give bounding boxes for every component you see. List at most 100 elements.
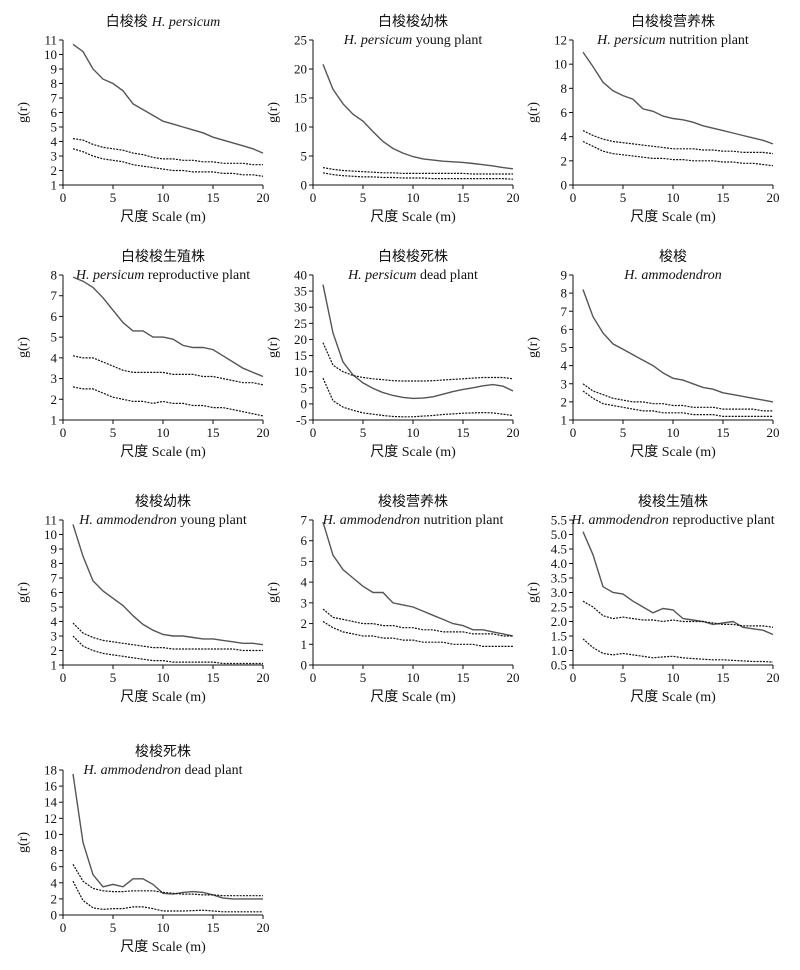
panel-title-part: 白梭梭死株	[378, 248, 448, 265]
y-axis-label: g(r)	[526, 102, 541, 123]
y-tick-label: 3	[51, 149, 58, 164]
panel-title: 梭梭	[659, 248, 687, 265]
y-tick-label: 14	[44, 795, 58, 810]
y-tick-label: 0	[301, 396, 308, 411]
y-tick-label: 0.5	[551, 658, 567, 673]
panel-title-part: 梭梭死株	[135, 743, 191, 760]
y-tick-label: 11	[44, 513, 57, 528]
x-tick-label: 10	[157, 920, 170, 935]
x-tick-label: 20	[767, 425, 780, 440]
x-tick-label: 15	[457, 190, 470, 205]
y-tick-label: 12	[554, 33, 567, 48]
y-tick-label: 3	[51, 371, 58, 386]
series-line-observed	[72, 43, 264, 154]
panel-title: 白梭梭营养株	[631, 13, 715, 30]
panel-subtitle-part: young plant	[412, 33, 482, 48]
series-line-observed	[322, 64, 514, 170]
y-tick-label: 4	[51, 614, 58, 629]
series-line-observed	[582, 51, 774, 145]
x-axis-label: 尺度 Scale (m)	[370, 689, 456, 705]
y-tick-label: 20	[294, 62, 307, 77]
x-tick-label: 10	[407, 425, 420, 440]
x-tick-label: 5	[360, 670, 367, 685]
panel-title-part: 梭梭幼株	[135, 493, 191, 510]
x-tick-label: 10	[667, 190, 680, 205]
y-tick-label: 25	[294, 316, 307, 331]
x-tick-label: 5	[110, 425, 117, 440]
y-tick-label: 1	[51, 658, 58, 673]
x-axis-label: 尺度 Scale (m)	[120, 209, 206, 225]
panel-subtitle-part: H. ammodendron	[623, 268, 721, 283]
panel-2: 白梭梭幼株 H. persicum young plant 0 5 10 15 20 25 0 5…	[266, 13, 520, 225]
series-line-observed	[72, 773, 263, 900]
y-tick-label: 35	[294, 284, 307, 299]
y-tick-label: 2	[51, 643, 58, 658]
series-line-upper	[322, 608, 513, 637]
x-axis-label: 尺度 Scale (m)	[370, 209, 456, 225]
y-tick-label: 5	[301, 149, 308, 164]
y-axis-label: g(r)	[266, 582, 281, 603]
series-line-upper	[322, 342, 514, 382]
y-axis-label: g(r)	[526, 337, 541, 358]
y-tick-label: 7	[561, 304, 568, 319]
y-tick-label: 4.5	[551, 542, 567, 557]
panel-9: 梭梭生殖株 H. ammodendron reproductive plant 0.…	[526, 493, 780, 705]
y-tick-label: 2.0	[551, 614, 567, 629]
y-tick-label: 2	[301, 616, 308, 631]
panel-title: 梭梭死株	[135, 743, 191, 760]
y-tick-label: 30	[294, 300, 307, 315]
y-tick-label: 8	[51, 843, 58, 858]
y-tick-label: 6	[561, 322, 568, 337]
x-tick-label: 10	[157, 670, 170, 685]
y-tick-label: 10	[294, 120, 307, 135]
y-tick-label: 8	[561, 81, 568, 96]
x-tick-label: 15	[457, 425, 470, 440]
series-line-observed	[72, 276, 264, 378]
y-tick-label: 8	[51, 268, 58, 283]
y-tick-label: 40	[294, 268, 307, 283]
series-line-upper	[582, 130, 774, 155]
y-tick-label: 0	[561, 178, 568, 193]
x-tick-label: 20	[257, 920, 270, 935]
x-tick-label: 20	[257, 190, 270, 205]
panel-title-part: 梭梭生殖株	[638, 493, 708, 510]
x-tick-label: 0	[310, 425, 317, 440]
x-tick-label: 20	[507, 190, 520, 205]
y-tick-label: 15	[294, 91, 307, 106]
x-tick-label: 5	[110, 920, 117, 935]
y-tick-label: 7	[51, 288, 58, 303]
panel-subtitle: H. ammodendron young plant	[78, 513, 247, 528]
y-tick-label: 20	[294, 332, 307, 347]
x-tick-label: 10	[667, 425, 680, 440]
x-tick-label: 10	[157, 425, 170, 440]
x-tick-label: 5	[110, 670, 117, 685]
panel-title-part: 白梭梭	[106, 13, 148, 30]
series-line-upper	[72, 138, 263, 166]
y-tick-label: 6	[51, 105, 58, 120]
y-tick-label: 3.5	[551, 571, 567, 586]
series-line-upper	[72, 355, 264, 386]
y-tick-label: 0	[301, 658, 308, 673]
x-tick-label: 20	[507, 425, 520, 440]
y-tick-label: 1	[51, 413, 58, 428]
x-axis-label: 尺度 Scale (m)	[120, 444, 206, 460]
y-tick-label: 5	[561, 340, 568, 355]
x-tick-label: 15	[207, 920, 220, 935]
panel-title: 梭梭幼株	[135, 493, 191, 510]
y-tick-label: 18	[44, 763, 57, 778]
y-tick-label: 7	[301, 513, 308, 528]
series-line-observed	[322, 521, 514, 637]
y-tick-label: 2	[561, 153, 568, 168]
y-tick-label: 2	[51, 891, 58, 906]
panel-subtitle: H. ammodendron dead plant	[83, 763, 243, 778]
series-line-lower	[72, 386, 264, 417]
y-tick-label: 4	[51, 875, 58, 890]
y-tick-label: 3.0	[551, 585, 567, 600]
x-tick-label: 5	[360, 190, 367, 205]
y-tick-label: 6	[301, 533, 308, 548]
series-line-lower	[582, 638, 774, 663]
panel-subtitle-part: reproductive plant	[144, 268, 250, 283]
